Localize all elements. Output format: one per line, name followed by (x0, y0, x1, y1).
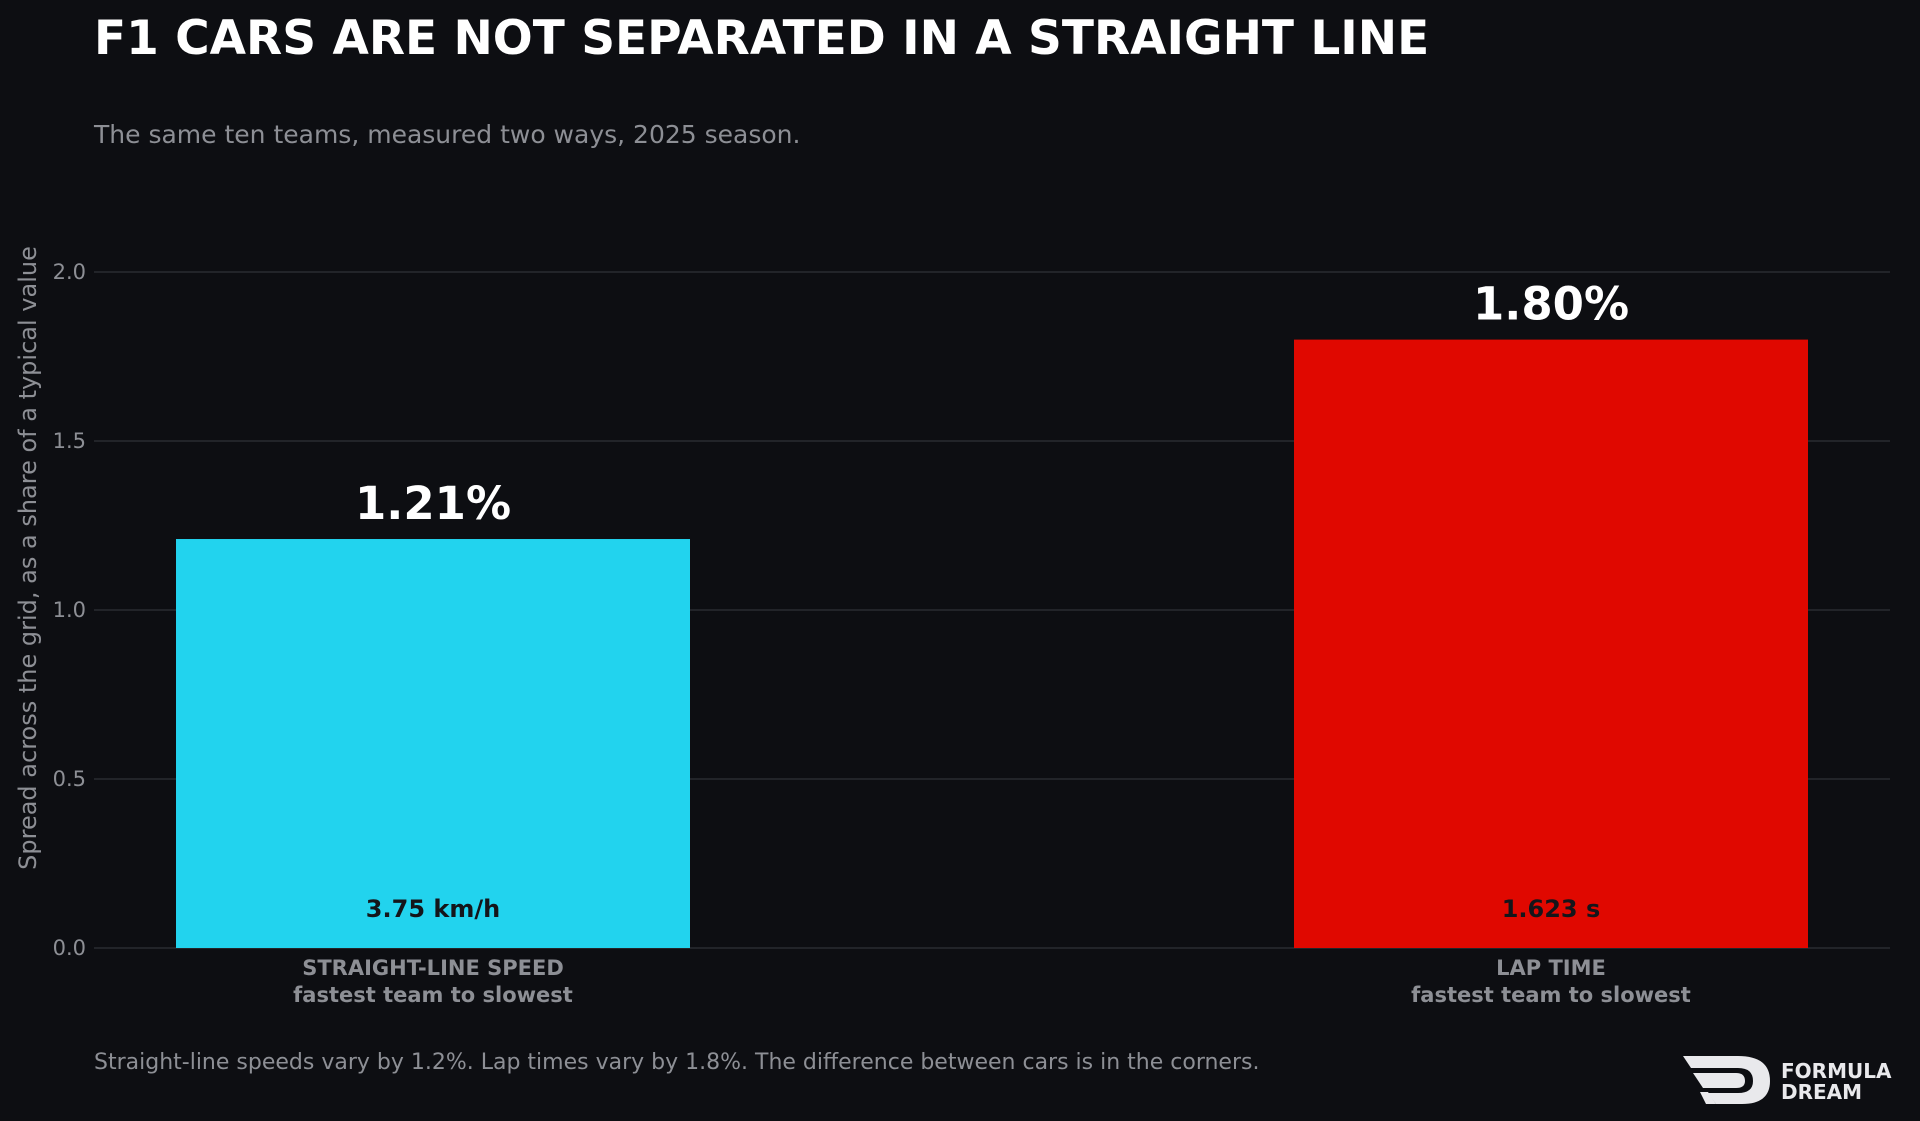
y-tick-1: 0.5 (53, 767, 86, 791)
y-axis-label: Spread across the grid, as a share of a … (14, 246, 42, 870)
footnote: Straight-line speeds vary by 1.2%. Lap t… (94, 1050, 1259, 1075)
y-tick-3: 1.5 (53, 429, 86, 453)
bars (176, 339, 1808, 949)
bar-value-label-0: 1.21% (355, 477, 511, 530)
bar-1 (1294, 339, 1808, 949)
chart-subtitle: The same ten teams, measured two ways, 2… (93, 120, 800, 149)
y-tick-labels: 0.0 0.5 1.0 1.5 2.0 (53, 260, 86, 960)
category-sublabel-0: fastest team to slowest (293, 983, 573, 1007)
chart-title: F1 CARS ARE NOT SEPARATED IN A STRAIGHT … (94, 11, 1429, 66)
category-label-0: STRAIGHT-LINE SPEED (302, 956, 564, 980)
bar-0 (176, 539, 690, 948)
category-label-1: LAP TIME (1496, 956, 1606, 980)
bar-raw-label-0: 3.75 km/h (366, 895, 500, 923)
y-tick-2: 1.0 (53, 598, 86, 622)
bar-value-label-1: 1.80% (1473, 278, 1629, 331)
brand-line-2: DREAM (1781, 1080, 1862, 1104)
category-sublabel-1: fastest team to slowest (1411, 983, 1691, 1007)
bar-labels: 1.21% 3.75 km/h STRAIGHT-LINE SPEED fastest… (293, 278, 1691, 1007)
brand-line-1: FORMULA (1781, 1059, 1892, 1083)
formula-dream-logo-icon (1683, 1056, 1770, 1104)
y-tick-4: 2.0 (53, 260, 86, 284)
y-tick-0: 0.0 (53, 936, 86, 960)
bar-raw-label-1: 1.623 s (1502, 895, 1601, 923)
